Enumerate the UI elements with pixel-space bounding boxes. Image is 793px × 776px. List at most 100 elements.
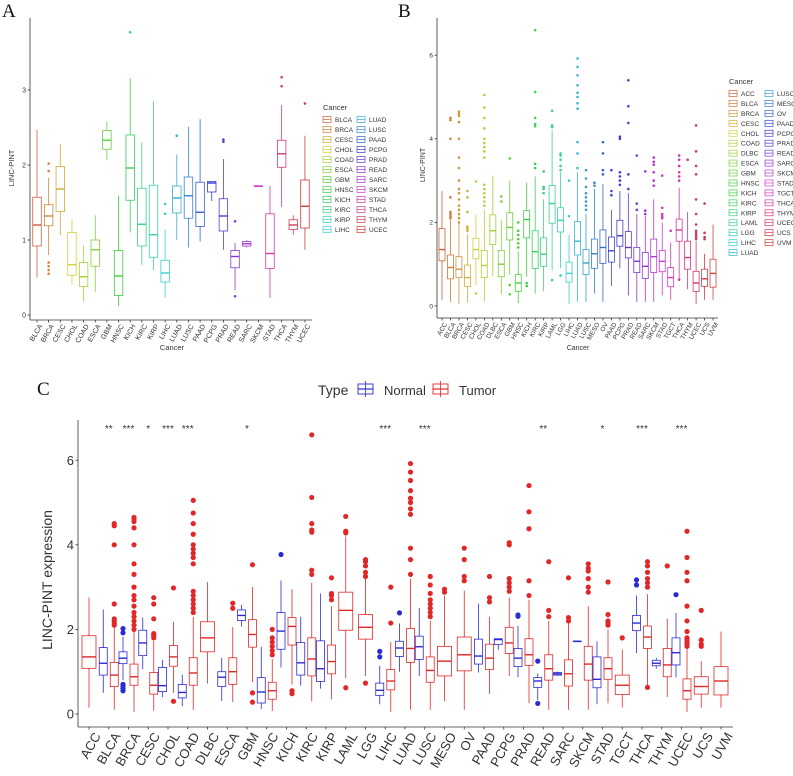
outlier-point (694, 223, 698, 226)
outlier-point (618, 175, 622, 178)
outlier-point (643, 170, 647, 173)
box-laml-box (548, 185, 556, 224)
tumor-outlier-point (269, 647, 275, 654)
outlier-point (559, 152, 562, 155)
outlier-point (508, 283, 512, 287)
tumor-box-chol-box (169, 645, 178, 667)
y-tick-label: 6 (67, 453, 74, 468)
tumor-outlier-point (644, 576, 651, 582)
tumor-box-skcm-box (583, 645, 593, 681)
tumor-outlier-point (407, 495, 414, 501)
tumor-outlier-point (269, 626, 275, 633)
outlier-point (483, 127, 486, 130)
outlier-point (610, 168, 613, 172)
outlier-point (457, 156, 461, 159)
normal-outlier-point (377, 648, 383, 654)
tumor-outlier-point (190, 588, 196, 594)
outlier-point (533, 28, 537, 32)
outlier-point (652, 156, 656, 159)
tumor-outlier-point (343, 685, 349, 691)
outlier-point (635, 154, 639, 157)
outlier-point (457, 112, 461, 116)
significance-stars: *** (419, 424, 431, 435)
legend-label: LUSC (777, 91, 793, 98)
outlier-point (499, 200, 503, 203)
tumor-outlier-point (328, 597, 335, 603)
tumor-box-cesc-box (149, 672, 159, 695)
legend-label: THCA (369, 207, 387, 214)
box-skcm-box (650, 238, 658, 273)
outlier-point (660, 212, 664, 216)
panel-c-boxplot: 0246ACCBLCABRCACESCCHOLCOADDLBCESCAGBMHN… (39, 381, 736, 770)
tumor-outlier-point (407, 488, 414, 494)
outlier-point (47, 272, 50, 276)
legend-label: THCA (777, 200, 793, 207)
normal-outlier-point (377, 654, 383, 660)
legend-label: GBM (741, 171, 756, 178)
box-ucec-box (300, 179, 310, 229)
outlier-point (449, 214, 452, 218)
tumor-outlier-point (170, 585, 177, 591)
x-axis-label: Cancer (160, 343, 185, 352)
outlier-point (677, 158, 681, 161)
box-prad-box (624, 231, 632, 259)
outlier-point (457, 179, 461, 182)
outlier-point (694, 235, 698, 239)
box-kirp-box (540, 237, 548, 267)
box-lusc-box (582, 249, 590, 276)
box-dlbc-box (489, 214, 497, 245)
tumor-outlier-point (309, 571, 315, 578)
outlier-point (601, 173, 605, 176)
outlier-point (618, 183, 622, 187)
outlier-point (457, 191, 461, 195)
legend-label: COAD (741, 141, 760, 148)
outlier-point (128, 30, 132, 34)
tumor-outlier-point (684, 635, 690, 641)
tumor-outlier-point (506, 580, 512, 586)
legend-label: ESCA (335, 167, 353, 174)
outlier-point (694, 231, 698, 235)
legend-label: PRAD (777, 141, 793, 148)
legend-title: Type (318, 382, 349, 398)
outlier-point (457, 216, 461, 220)
y-tick-label: 6 (429, 52, 433, 59)
outlier-point (694, 212, 698, 216)
outlier-point (584, 168, 588, 172)
outlier-point (652, 163, 656, 167)
tumor-outlier-point (343, 528, 349, 534)
tumor-outlier-point (170, 698, 177, 704)
outlier-point (457, 110, 461, 113)
tumor-outlier-point (309, 494, 315, 501)
panel-a-boxplot: 0 1 2 3 BLCA BRCA CESC CHOL COAD ESCA GBM HNSC KICH K… (7, 18, 388, 352)
legend-label-normal: Normal (384, 383, 426, 398)
tumor-outlier-point (190, 550, 196, 556)
y-tick-label: 2 (429, 220, 433, 227)
outlier-point (694, 229, 698, 233)
tumor-outlier-point (190, 546, 196, 552)
outlier-point (457, 166, 461, 170)
tumor-outlier-point (506, 540, 512, 546)
tumor-outlier-point (644, 559, 651, 565)
legend-label: LIHC (741, 240, 756, 247)
outlier-point (474, 180, 478, 183)
box-paad-box (608, 236, 615, 263)
tumor-box-read-box (544, 654, 554, 681)
tumor-outlier-point (605, 611, 611, 618)
normal-box-coad-box (177, 683, 187, 699)
legend-label: LUAD (369, 117, 387, 124)
tumor-outlier-point (269, 643, 275, 649)
outlier-point (457, 120, 461, 124)
tumor-outlier-point (407, 506, 414, 512)
tumor-outlier-point (486, 595, 493, 601)
box-cesc-box (464, 264, 471, 287)
tumor-outlier-point (486, 573, 493, 580)
legend-label: READ (369, 167, 387, 174)
outlier-point (694, 173, 698, 176)
legend-label: BLCA (335, 117, 353, 124)
outlier-point (593, 184, 596, 187)
tumor-outlier-point (546, 614, 552, 620)
outlier-point (576, 91, 579, 95)
outlier-point (483, 150, 486, 153)
significance-stars: *** (379, 424, 391, 435)
outlier-point (694, 164, 698, 168)
